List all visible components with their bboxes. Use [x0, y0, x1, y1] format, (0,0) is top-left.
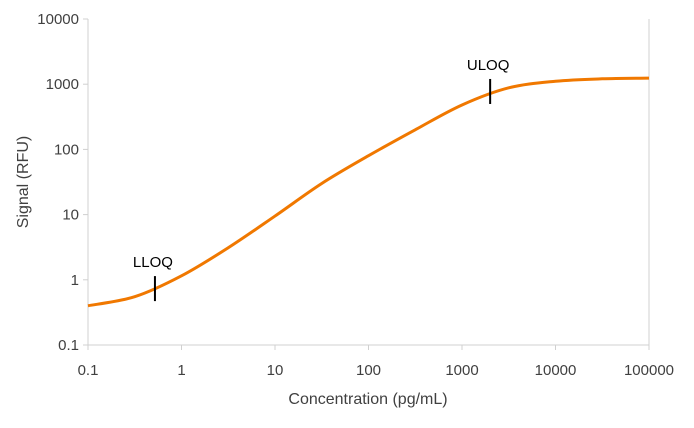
y-tick-label: 0.1: [58, 337, 79, 354]
y-tick-label: 10: [62, 207, 79, 224]
uloq-label: ULOQ: [467, 57, 510, 74]
x-tick-label: 100: [356, 362, 381, 379]
x-tick-label: 100000: [624, 362, 674, 379]
y-axis-label: Signal (RFU): [15, 136, 32, 228]
y-tick-label: 100: [54, 141, 79, 158]
tick-labels: 0.1 1 10 100 1000 10000 0.1 1 10 100 1000 10000 1000…: [37, 11, 674, 379]
y-tick-label: 10000: [37, 11, 79, 28]
x-axis-label: Concentration (pg/mL): [288, 391, 447, 408]
series-line: [87, 76, 650, 308]
x-tick-label: 10000: [535, 362, 577, 379]
annotations: LLOQ ULOQ: [133, 57, 510, 302]
x-tick-label: 10: [267, 362, 284, 379]
x-tick-label: 1000: [445, 362, 478, 379]
x-tick-label: 1: [177, 362, 185, 379]
y-tick-label: 1000: [46, 76, 79, 93]
axes: [83, 18, 650, 350]
y-tick-label: 1: [71, 272, 79, 289]
x-tick-label: 0.1: [78, 362, 99, 379]
lloq-label: LLOQ: [133, 254, 173, 271]
